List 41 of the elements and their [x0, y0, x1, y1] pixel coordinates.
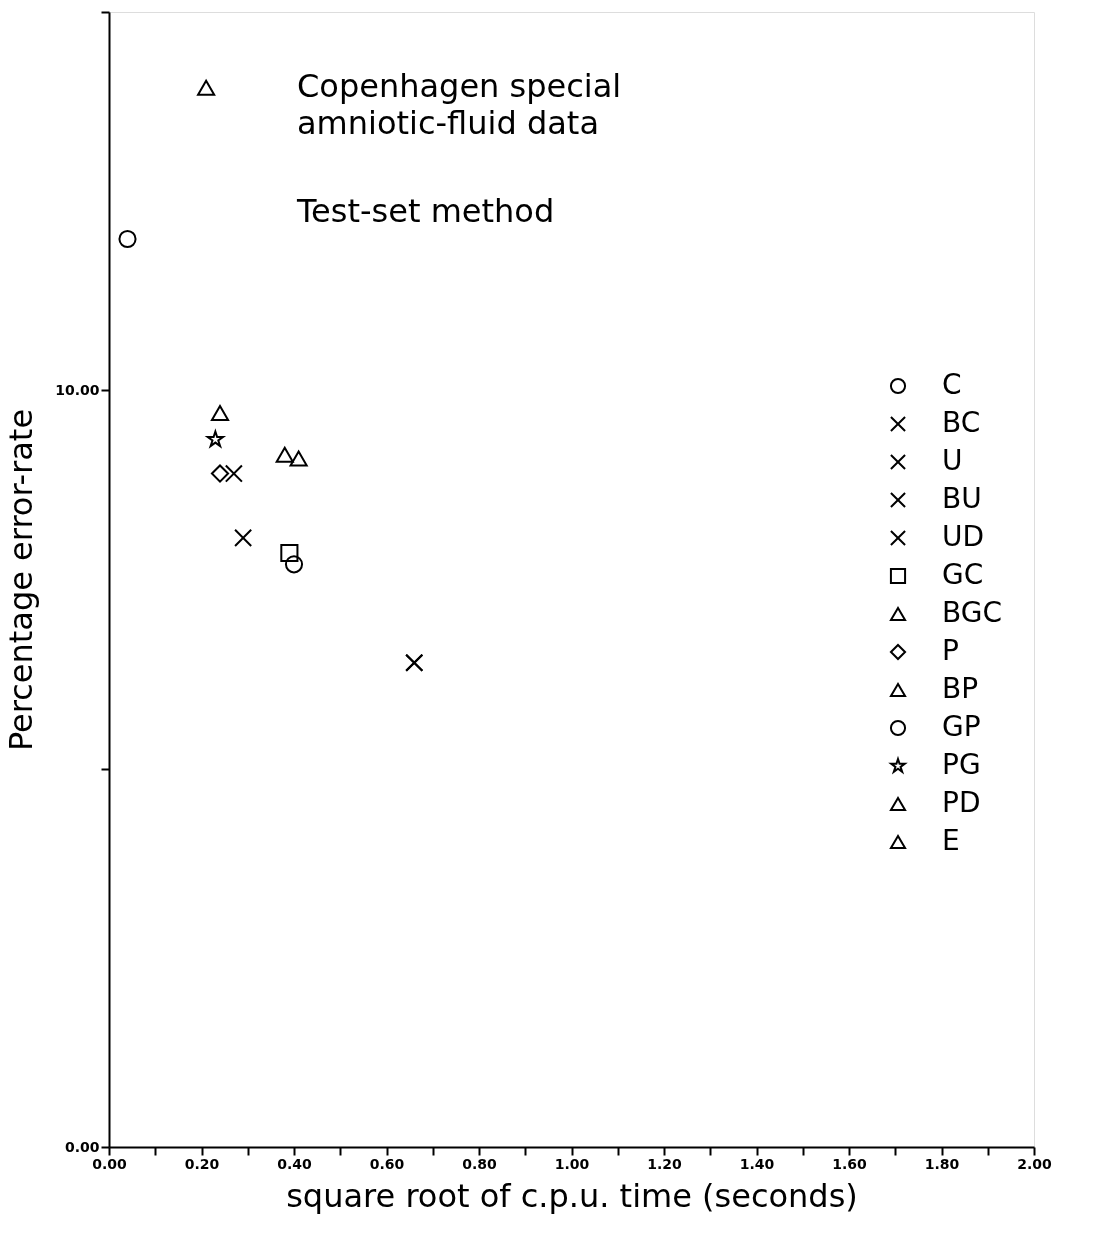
- x-tick-label: 0.80: [462, 1155, 498, 1172]
- legend-label: C: [942, 368, 962, 401]
- legend-label: BP: [942, 672, 979, 705]
- annotation: Test-set method: [296, 192, 555, 230]
- y-axis-title: Percentage error-rate: [2, 408, 41, 752]
- point: [118, 229, 137, 249]
- legend-label: GP: [942, 710, 981, 743]
- x-tick-label: 2.00: [1017, 1155, 1053, 1172]
- annotation: amniotic-fluid data: [297, 104, 599, 142]
- y-tick-label: 10.00: [55, 381, 100, 398]
- legend-label: PD: [942, 786, 981, 819]
- legend-label: BC: [942, 406, 981, 439]
- x-tick-label: 0.00: [92, 1155, 128, 1172]
- x-tick-label: 0.60: [369, 1155, 405, 1172]
- legend-label: E: [942, 824, 960, 857]
- legend-label: GC: [942, 558, 984, 591]
- point: [275, 446, 294, 463]
- point: [210, 405, 230, 422]
- x-tick-label: 0.20: [184, 1155, 220, 1172]
- point: [289, 450, 308, 467]
- point: [224, 464, 243, 483]
- legend-label: U: [942, 444, 963, 477]
- x-axis-title: square root of c.p.u. time (seconds): [286, 1176, 858, 1215]
- legend-label: BU: [942, 482, 982, 515]
- point: [234, 528, 253, 547]
- x-tick-label: 1.40: [739, 1155, 775, 1172]
- point: [284, 555, 304, 574]
- legend-label: P: [942, 634, 959, 667]
- x-tick-label: 1.80: [924, 1155, 960, 1172]
- point: [197, 79, 216, 96]
- x-tick-label: 1.60: [832, 1155, 868, 1172]
- x-tick-label: 0.40: [277, 1155, 313, 1172]
- x-tick-label: 1.20: [647, 1155, 683, 1172]
- point: [210, 464, 230, 483]
- point: [204, 428, 226, 449]
- legend-label: BGC: [942, 596, 1002, 629]
- annotation: Copenhagen special: [297, 67, 622, 105]
- point: [280, 543, 299, 563]
- x-tick-label: 1.00: [554, 1155, 590, 1172]
- legend-label: UD: [942, 520, 985, 553]
- legend-label: PG: [942, 748, 981, 781]
